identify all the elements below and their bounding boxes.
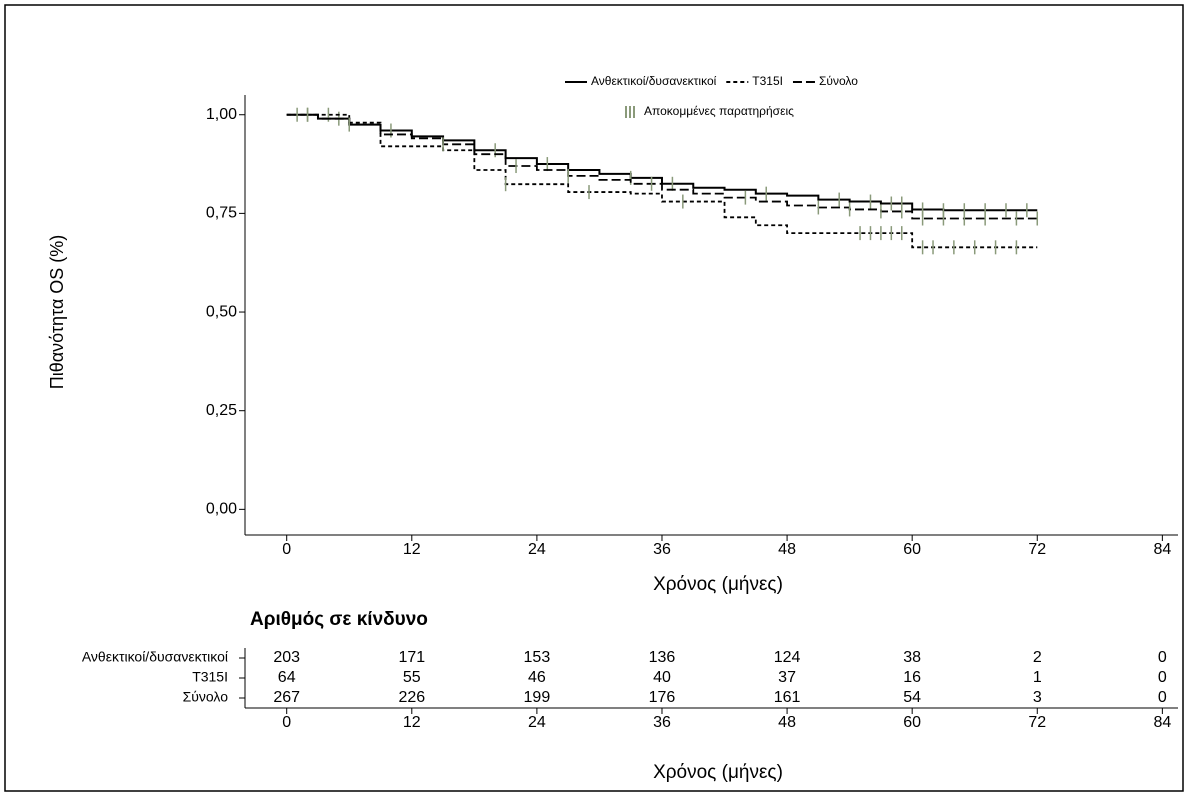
y-tick-label: 0,25	[206, 402, 237, 419]
x-axis-title: Χρόνος (μήνες)	[653, 574, 783, 595]
risk-x-tick-label: 84	[1153, 714, 1171, 731]
risk-value: 176	[649, 689, 676, 706]
y-axis-title: Πιθανότητα OS (%)	[47, 235, 67, 390]
risk-value: 136	[649, 649, 676, 666]
risk-value: 2	[1033, 649, 1042, 666]
risk-value: 37	[778, 669, 796, 686]
risk-x-tick-label: 48	[778, 714, 796, 731]
frame	[4, 4, 1184, 792]
risk-value: 38	[903, 649, 921, 666]
y-tick-label: 0,75	[206, 205, 237, 222]
risk-x-axis-title: Χρόνος (μήνες)	[653, 762, 783, 783]
risk-x-tick-label: 12	[403, 714, 421, 731]
risk-value: 124	[774, 649, 801, 666]
risk-row-label: T315I	[192, 669, 228, 685]
y-tick-label: 0,00	[206, 501, 237, 518]
risk-x-tick-label: 72	[1028, 714, 1046, 731]
x-tick-label: 36	[653, 541, 671, 558]
x-tick-label: 60	[903, 541, 921, 558]
legend-label: Ανθεκτικοί/δυσανεκτικοί	[591, 74, 717, 88]
x-tick-label: 0	[282, 541, 291, 558]
risk-value: 0	[1158, 649, 1167, 666]
legend-censor-label: Αποκομμένες παρατηρήσεις	[644, 104, 794, 118]
risk-x-tick-label: 24	[528, 714, 546, 731]
risk-value: 46	[528, 669, 546, 686]
x-tick-label: 72	[1028, 541, 1046, 558]
risk-value: 54	[903, 689, 921, 706]
risk-value: 55	[403, 669, 421, 686]
risk-value: 1	[1033, 669, 1042, 686]
risk-value: 40	[653, 669, 671, 686]
risk-row-label: Σύνολο	[183, 689, 229, 705]
x-tick-label: 48	[778, 541, 796, 558]
x-tick-label: 12	[403, 541, 421, 558]
risk-value: 153	[524, 649, 551, 666]
risk-value: 0	[1158, 689, 1167, 706]
survival-curve	[286, 113, 1038, 212]
risk-value: 161	[774, 689, 801, 706]
risk-x-tick-label: 0	[282, 714, 291, 731]
risk-table-title: Αριθμός σε κίνδυνο	[250, 609, 428, 630]
y-tick-label: 0,50	[206, 303, 237, 320]
risk-row-label: Ανθεκτικοί/δυσανεκτικοί	[82, 649, 228, 665]
risk-value: 64	[278, 669, 296, 686]
survival-curve	[286, 113, 1038, 220]
risk-value: 0	[1158, 669, 1167, 686]
risk-value: 267	[273, 689, 300, 706]
risk-value: 199	[524, 689, 551, 706]
legend-label: T315I	[752, 74, 783, 88]
risk-x-tick-label: 60	[903, 714, 921, 731]
risk-value: 16	[903, 669, 921, 686]
x-tick-label: 24	[528, 541, 546, 558]
risk-value: 226	[398, 689, 425, 706]
risk-value: 203	[273, 649, 300, 666]
y-tick-label: 1,00	[206, 106, 237, 123]
x-tick-label: 84	[1153, 541, 1171, 558]
risk-x-tick-label: 36	[653, 714, 671, 731]
legend-label: Σύνολο	[819, 74, 858, 88]
survival-curve	[286, 113, 1038, 249]
risk-value: 171	[398, 649, 425, 666]
risk-value: 3	[1033, 689, 1042, 706]
